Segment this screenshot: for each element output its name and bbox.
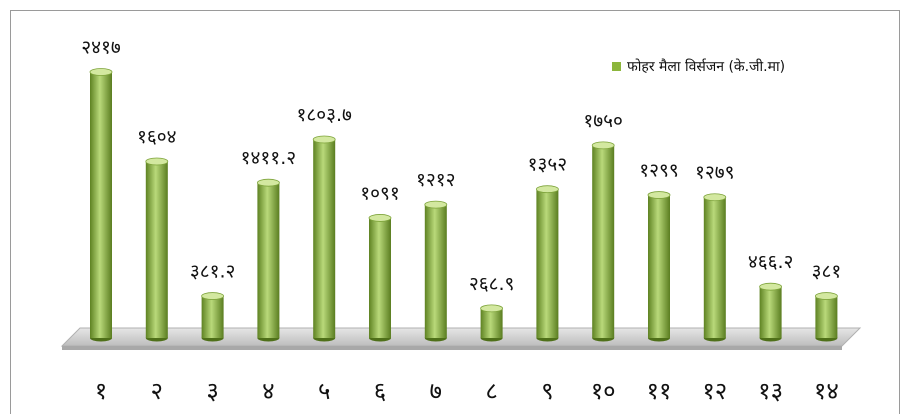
bar <box>424 204 447 338</box>
value-label: १२९९ <box>639 160 679 182</box>
legend: फोहर मैला विर्सजन (के.जी.मा) <box>612 58 785 75</box>
value-label: १७५० <box>583 110 623 132</box>
bar-top <box>536 185 559 194</box>
bar <box>90 72 112 338</box>
value-label: १४११.२ <box>241 147 296 169</box>
bar-top <box>647 191 671 199</box>
value-label: १२१२ <box>416 169 456 191</box>
value-label: ३८१.२ <box>190 261 236 283</box>
legend-label: फोहर मैला विर्सजन (के.जी.मा) <box>627 58 785 75</box>
floor <box>60 327 862 347</box>
x-tick-label: १२ <box>702 377 727 405</box>
bar-top <box>591 141 615 150</box>
x-tick-label: ६ <box>374 377 386 405</box>
bar <box>313 139 336 338</box>
bar-top <box>424 200 448 209</box>
bar <box>145 161 168 338</box>
x-tick-label: ३ <box>206 377 218 405</box>
bar-top <box>815 292 838 300</box>
bar-top <box>256 178 280 187</box>
bar-top <box>201 292 225 300</box>
x-tick-label: १ <box>95 377 107 405</box>
x-tick-label: २ <box>151 377 163 405</box>
bar <box>201 296 224 338</box>
bar-top <box>368 214 392 222</box>
chart-frame <box>10 10 900 414</box>
value-label: १६०४ <box>137 126 177 148</box>
value-label: १८०३.७ <box>296 104 352 126</box>
bar <box>369 217 391 338</box>
bar <box>703 197 726 338</box>
value-label: ४६६.२ <box>748 251 794 273</box>
bar-top <box>89 68 113 76</box>
value-label: १०९१ <box>360 182 400 204</box>
bar <box>759 286 782 338</box>
x-tick-label: ११ <box>647 377 672 405</box>
bar <box>592 145 615 338</box>
value-label: १३५२ <box>528 154 568 176</box>
bar-top <box>312 135 336 144</box>
bar-top <box>480 304 504 313</box>
x-tick-label: ४ <box>262 377 274 405</box>
bar <box>815 296 838 338</box>
bar <box>536 189 559 338</box>
bar <box>648 195 670 338</box>
bar <box>480 308 503 338</box>
bar <box>257 182 280 338</box>
value-label: ३८१ <box>812 261 842 283</box>
x-tick-label: १३ <box>758 377 783 405</box>
bar-top <box>759 282 782 291</box>
x-tick-label: ७ <box>430 377 442 405</box>
floor-edge <box>62 346 842 350</box>
value-label: २४१७ <box>81 37 121 59</box>
x-tick-label: ९ <box>541 377 553 405</box>
x-tick-label: १४ <box>814 377 839 405</box>
value-label: १२७९ <box>695 162 735 184</box>
bar-top <box>145 157 169 166</box>
x-tick-label: १० <box>591 377 616 405</box>
value-label: २६८.९ <box>469 273 515 295</box>
x-tick-label: ५ <box>318 377 330 405</box>
legend-swatch <box>612 62 621 71</box>
bar-top <box>703 193 727 202</box>
x-tick-label: ८ <box>485 377 497 405</box>
